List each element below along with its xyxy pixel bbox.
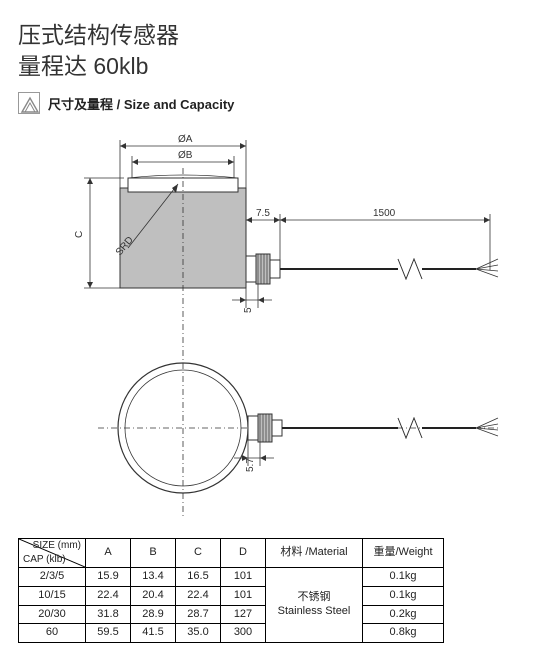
cell-B: 28.9 <box>131 605 176 624</box>
header-D: D <box>221 539 266 568</box>
cell-B: 41.5 <box>131 624 176 643</box>
table-row: 20/30 31.8 28.9 28.7 127 0.2kg <box>19 605 444 624</box>
cell-weight: 0.1kg <box>363 586 444 605</box>
header-diag: SIZE (mm) CAP (klb) <box>19 539 86 568</box>
cell-D: 300 <box>221 624 266 643</box>
header-material: 材料 /Material <box>266 539 363 568</box>
cell-cap: 20/30 <box>19 605 86 624</box>
cell-A: 59.5 <box>86 624 131 643</box>
cell-cap: 60 <box>19 624 86 643</box>
cell-B: 20.4 <box>131 586 176 605</box>
label-C: C <box>74 231 85 238</box>
cell-D: 127 <box>221 605 266 624</box>
material-cn: 不锈钢 <box>298 591 331 603</box>
header-B: B <box>131 539 176 568</box>
cell-A: 31.8 <box>86 605 131 624</box>
spec-table: SIZE (mm) CAP (klb) A B C D 材料 /Material… <box>18 538 444 643</box>
header-A: A <box>86 539 131 568</box>
cell-weight: 0.2kg <box>363 605 444 624</box>
cell-D: 101 <box>221 568 266 587</box>
cell-cap: 2/3/5 <box>19 568 86 587</box>
title-line-1: 压式结构传感器 <box>18 22 179 48</box>
label-5-7: 5.7 <box>245 458 256 472</box>
cell-material: 不锈钢 Stainless Steel <box>266 568 363 643</box>
cell-B: 13.4 <box>131 568 176 587</box>
label-7-5: 7.5 <box>256 208 270 219</box>
section-header: 尺寸及量程 / Size and Capacity <box>18 92 518 114</box>
header-C: C <box>176 539 221 568</box>
cell-D: 101 <box>221 586 266 605</box>
table-header-row: SIZE (mm) CAP (klb) A B C D 材料 /Material… <box>19 539 444 568</box>
material-en: Stainless Steel <box>278 605 351 617</box>
page-title: 压式结构传感器 量程达 60klb <box>18 20 518 82</box>
cell-cap: 10/15 <box>19 586 86 605</box>
table-row: 60 59.5 41.5 35.0 300 0.8kg <box>19 624 444 643</box>
header-size: SIZE (mm) <box>33 540 81 553</box>
header-weight: 重量/Weight <box>363 539 444 568</box>
cell-A: 15.9 <box>86 568 131 587</box>
table-row: 2/3/5 15.9 13.4 16.5 101 不锈钢 Stainless S… <box>19 568 444 587</box>
cell-C: 35.0 <box>176 624 221 643</box>
cell-C: 16.5 <box>176 568 221 587</box>
label-OB: ØB <box>178 150 193 161</box>
dimension-diagram: ØA ØB SRD C <box>28 128 508 528</box>
dimension-icon <box>18 92 40 114</box>
cell-weight: 0.1kg <box>363 568 444 587</box>
cell-A: 22.4 <box>86 586 131 605</box>
label-OA: ØA <box>178 134 193 145</box>
cell-C: 22.4 <box>176 586 221 605</box>
section-label: 尺寸及量程 / Size and Capacity <box>48 94 234 113</box>
cell-C: 28.7 <box>176 605 221 624</box>
label-5: 5 <box>243 307 254 313</box>
label-1500: 1500 <box>373 208 396 219</box>
header-cap: CAP (klb) <box>23 554 66 567</box>
cell-weight: 0.8kg <box>363 624 444 643</box>
table-row: 10/15 22.4 20.4 22.4 101 0.1kg <box>19 586 444 605</box>
title-line-2: 量程达 60klb <box>18 53 148 79</box>
